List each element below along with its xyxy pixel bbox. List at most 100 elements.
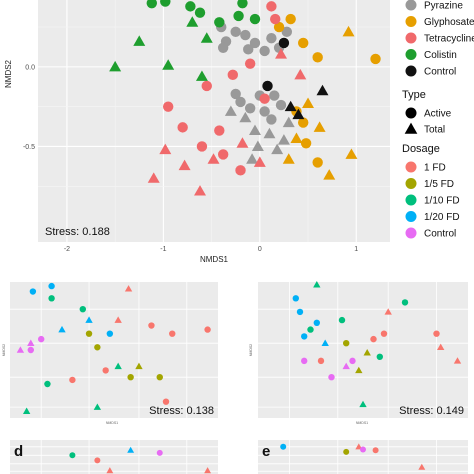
legend-dosage-label: 1/5 FD	[424, 179, 454, 190]
panel-c-plot: c Stress: 0.149 NMDS1 NMDS2	[249, 281, 468, 425]
legend-type-title: Type	[402, 89, 426, 101]
panel-d-letter: d	[14, 443, 23, 460]
panel-a-plot: Stress: 0.188 -2 -1 0 1 0.0 -0.5 NMDS1 NMDS2	[4, 0, 390, 264]
point-colistin-triangle	[200, 32, 213, 43]
point-control-circle	[360, 446, 366, 453]
panel-a-stress-label: Stress: 0.188	[45, 226, 110, 238]
point-1-10-fd-circle	[401, 299, 409, 306]
point-pyrazine-circle	[230, 88, 241, 100]
point-glyphosate-circle	[300, 138, 312, 149]
point-glyphosate-circle	[285, 13, 296, 25]
legend-treatment-key	[405, 0, 417, 11]
legend: Pyrazine Glyphosate Tetracycline Colistin Co…	[402, 0, 474, 240]
point-tetracycline-circle	[266, 1, 277, 12]
panel-a-background	[38, 0, 390, 242]
point-tetracycline-circle	[217, 149, 229, 160]
legend-treatment-key	[405, 32, 417, 44]
point-pyrazine-circle	[240, 29, 251, 41]
point-1-fd-triangle	[384, 308, 392, 315]
point-1-fd-circle	[372, 447, 379, 454]
point-1-fd-circle	[204, 326, 211, 333]
point-1-20-fd-circle	[301, 333, 308, 340]
legend-treatment-key	[405, 49, 417, 60]
point-1-fd-circle	[162, 398, 170, 405]
point-colistin-triangle	[133, 35, 146, 46]
point-control-circle	[328, 374, 335, 381]
point-pyrazine-triangle	[239, 111, 252, 123]
point-1-10-fd-circle	[48, 295, 55, 302]
point-glyphosate-circle	[298, 117, 309, 128]
point-1-5-fd-circle	[94, 344, 101, 351]
panel-d-background	[10, 440, 218, 474]
legend-dosage-label: 1/20 FD	[424, 212, 460, 223]
legend-type-key	[405, 107, 417, 119]
point-1-fd-triangle	[114, 316, 122, 323]
point-1-fd-circle	[370, 335, 377, 343]
point-glyphosate-triangle	[342, 25, 355, 37]
legend-dosage-key	[405, 211, 417, 222]
x-tick-label: -2	[64, 246, 70, 253]
point-1-fd-triangle	[124, 285, 133, 292]
point-glyphosate-triangle	[302, 97, 315, 108]
point-1-20-fd-circle	[29, 288, 37, 295]
point-control-triangle	[292, 108, 305, 120]
point-1-20-fd-triangle	[58, 325, 66, 333]
point-control-circle	[262, 80, 273, 92]
point-colistin-circle	[237, 0, 248, 9]
point-1-fd-circle	[317, 357, 325, 365]
point-1-fd-circle	[69, 376, 76, 384]
point-1-10-fd-triangle	[93, 403, 102, 410]
point-1-fd-circle	[94, 457, 101, 464]
point-1-10-fd-triangle	[313, 281, 321, 288]
point-tetracycline-circle	[259, 93, 270, 104]
point-colistin-triangle	[109, 60, 122, 72]
point-control-circle	[156, 449, 163, 456]
point-1-5-fd-circle	[85, 330, 93, 337]
point-1-10-fd-circle	[376, 353, 383, 360]
panel-a-y-axis-title: NMDS2	[4, 59, 13, 88]
point-1-10-fd-circle	[69, 452, 76, 459]
point-pyrazine-circle	[266, 33, 277, 44]
point-1-10-fd-circle	[44, 380, 51, 388]
legend-treatment-key	[405, 16, 417, 27]
point-1-5-fd-circle	[127, 374, 134, 381]
point-pyrazine-circle	[230, 26, 241, 38]
legend-dosage-label: 1 FD	[424, 163, 446, 174]
panel-a-x-axis-title: NMDS1	[200, 255, 229, 264]
point-pyrazine-circle	[259, 45, 270, 57]
point-pyrazine-circle	[269, 90, 280, 101]
point-1-5-fd-circle	[343, 340, 350, 347]
panel-b-x-axis-title: NMDS1	[106, 421, 118, 425]
y-tick-label: 0.0	[25, 64, 35, 71]
point-1-10-fd-circle	[307, 326, 314, 333]
legend-dosage-key	[405, 178, 417, 189]
point-glyphosate-triangle	[313, 121, 326, 132]
panel-e-background	[258, 440, 468, 474]
point-tetracycline-circle	[270, 13, 281, 25]
point-1-fd-triangle	[418, 463, 426, 470]
point-colistin-circle	[249, 13, 261, 25]
point-pyrazine-triangle	[249, 124, 261, 136]
point-pyrazine-circle	[266, 114, 277, 125]
point-1-20-fd-circle	[280, 443, 287, 450]
point-tetracycline-circle	[235, 165, 246, 176]
point-colistin-triangle	[186, 16, 199, 27]
legend-type-label: Active	[424, 109, 452, 120]
point-colistin-circle	[214, 17, 225, 28]
point-glyphosate-circle	[273, 21, 285, 33]
x-tick-label: 0	[258, 246, 262, 253]
point-pyrazine-triangle	[224, 105, 237, 116]
point-tetracycline-circle	[244, 58, 256, 69]
point-pyrazine-triangle	[263, 127, 276, 139]
point-1-20-fd-triangle	[321, 339, 329, 346]
point-glyphosate-triangle	[290, 132, 303, 143]
point-tetracycline-triangle	[294, 68, 307, 80]
point-tetracycline-circle	[196, 141, 208, 152]
point-1-fd-circle	[433, 330, 440, 337]
point-pyrazine-circle	[235, 96, 246, 108]
legend-dosage-key	[405, 194, 417, 206]
point-1-20-fd-circle	[106, 330, 114, 337]
point-glyphosate-triangle	[282, 153, 295, 164]
point-colistin-circle	[185, 1, 196, 12]
point-control-circle	[349, 357, 356, 365]
